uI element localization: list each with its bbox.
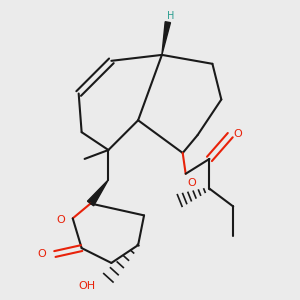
Text: O: O <box>56 215 65 225</box>
Text: O: O <box>187 178 196 188</box>
Polygon shape <box>162 22 170 55</box>
Text: OH: OH <box>79 281 96 291</box>
Text: O: O <box>37 249 46 259</box>
Polygon shape <box>88 180 108 206</box>
Text: O: O <box>233 129 242 139</box>
Text: H: H <box>167 11 175 21</box>
